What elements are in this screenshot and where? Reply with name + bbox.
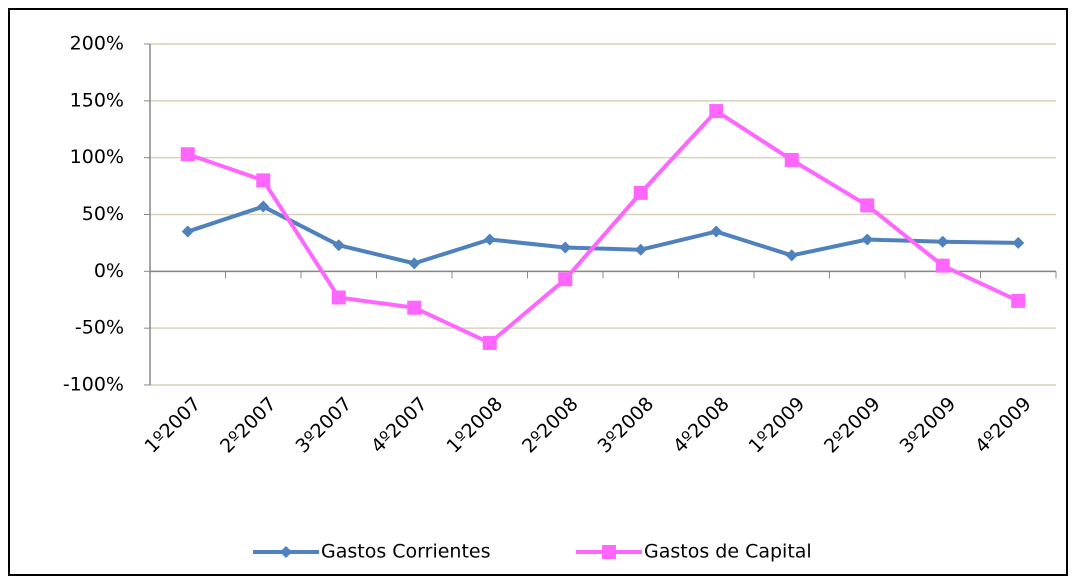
- y-tick-label: 0%: [94, 260, 124, 282]
- data-point: [1011, 293, 1026, 308]
- y-tick-label: -50%: [75, 317, 124, 339]
- data-point: [559, 241, 572, 254]
- legend-marker: [280, 546, 292, 558]
- data-point: [257, 200, 270, 213]
- data-point: [407, 300, 422, 315]
- series-line: [187, 204, 1019, 266]
- data-point: [558, 272, 573, 287]
- y-tick-label: -100%: [63, 374, 124, 396]
- series-line: [187, 109, 1020, 345]
- y-tick-label: 50%: [82, 203, 124, 225]
- y-tick-label: 150%: [70, 89, 124, 111]
- data-point: [860, 198, 875, 213]
- data-point: [784, 152, 799, 167]
- data-point: [332, 239, 345, 252]
- data-point: [935, 258, 950, 273]
- data-point: [256, 173, 271, 188]
- data-point: [482, 335, 497, 350]
- data-point: [408, 257, 421, 270]
- data-point: [634, 243, 647, 256]
- chart-frame: [8, 8, 1068, 576]
- data-point: [331, 290, 346, 305]
- y-tick-label: 200%: [70, 33, 124, 55]
- y-tick-label: 100%: [70, 146, 124, 168]
- data-point: [710, 225, 723, 238]
- data-point: [861, 233, 874, 246]
- data-point: [936, 235, 949, 248]
- data-point: [1012, 236, 1025, 249]
- data-point: [709, 104, 724, 119]
- legend-marker: [602, 545, 616, 559]
- data-point: [785, 249, 798, 262]
- legend-label: Gastos de Capital: [644, 541, 812, 563]
- legend-label: Gastos Corrientes: [321, 541, 491, 563]
- data-point: [483, 233, 496, 246]
- data-point: [633, 185, 648, 200]
- data-point: [181, 225, 194, 238]
- data-point: [180, 147, 195, 162]
